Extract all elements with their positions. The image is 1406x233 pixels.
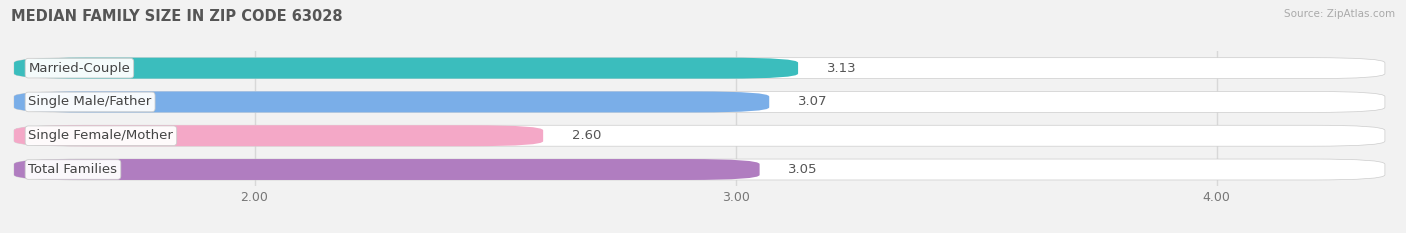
FancyBboxPatch shape xyxy=(14,125,543,146)
FancyBboxPatch shape xyxy=(14,159,759,180)
Text: Total Families: Total Families xyxy=(28,163,118,176)
FancyBboxPatch shape xyxy=(14,92,1385,112)
FancyBboxPatch shape xyxy=(14,92,769,112)
Text: Source: ZipAtlas.com: Source: ZipAtlas.com xyxy=(1284,9,1395,19)
Text: 3.07: 3.07 xyxy=(799,96,828,108)
Text: 3.05: 3.05 xyxy=(789,163,818,176)
FancyBboxPatch shape xyxy=(14,58,799,79)
Text: 3.13: 3.13 xyxy=(827,62,856,75)
FancyBboxPatch shape xyxy=(14,58,1385,79)
Text: Single Female/Mother: Single Female/Mother xyxy=(28,129,173,142)
Text: Married-Couple: Married-Couple xyxy=(28,62,131,75)
FancyBboxPatch shape xyxy=(14,125,1385,146)
FancyBboxPatch shape xyxy=(14,159,1385,180)
Text: MEDIAN FAMILY SIZE IN ZIP CODE 63028: MEDIAN FAMILY SIZE IN ZIP CODE 63028 xyxy=(11,9,343,24)
Text: 2.60: 2.60 xyxy=(572,129,602,142)
Text: Single Male/Father: Single Male/Father xyxy=(28,96,152,108)
